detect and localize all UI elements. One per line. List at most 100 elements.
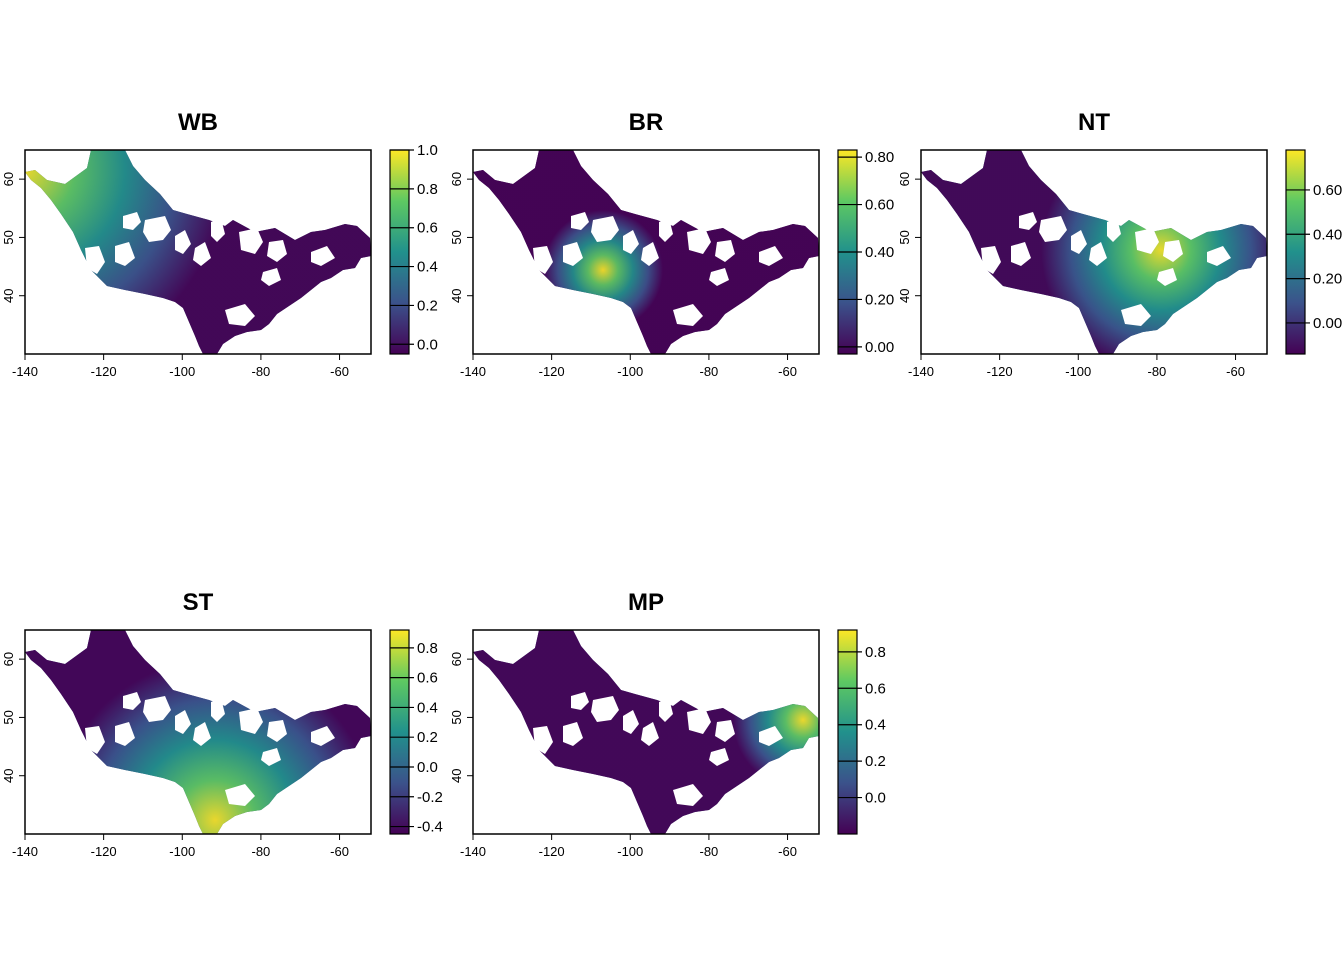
panel-frame bbox=[920, 149, 1268, 355]
legend-tick-label: 0.0 bbox=[865, 790, 886, 807]
x-tick-label: -100 bbox=[169, 364, 195, 379]
legend-tick-label: 0.00 bbox=[1313, 315, 1342, 332]
y-tick-label: 60 bbox=[1, 172, 16, 186]
x-tick-label: -60 bbox=[778, 844, 797, 859]
lake-hole bbox=[95, 776, 109, 792]
lake-hole bbox=[571, 692, 589, 710]
lake-hole bbox=[175, 230, 191, 254]
legend-tick-label: 1.0 bbox=[417, 142, 438, 159]
x-tick-label: -120 bbox=[91, 364, 117, 379]
legend-tick-label: 0.40 bbox=[865, 244, 894, 261]
lake-hole bbox=[175, 710, 191, 734]
y-tick-label: 60 bbox=[1, 652, 16, 666]
panel-frame bbox=[472, 629, 820, 835]
legend-tick-label: -0.4 bbox=[417, 819, 443, 836]
legend-tick-label: 0.2 bbox=[865, 753, 886, 770]
x-tick-label: -80 bbox=[1148, 364, 1167, 379]
legend-tick-label: 0.60 bbox=[865, 197, 894, 214]
lake-hole bbox=[981, 246, 1001, 274]
x-tick-label: -140 bbox=[460, 364, 486, 379]
lake-hole bbox=[211, 218, 225, 242]
legend-tick-label: 0.2 bbox=[417, 297, 438, 314]
lake-hole bbox=[267, 240, 287, 262]
lake-hole bbox=[571, 212, 589, 230]
lake-hole bbox=[687, 228, 711, 254]
lake-hole bbox=[709, 268, 729, 286]
lake-hole bbox=[563, 242, 583, 266]
panel-title: ST bbox=[183, 589, 214, 616]
lake-hole bbox=[1163, 240, 1183, 262]
lake-hole bbox=[123, 212, 141, 230]
lake-hole bbox=[673, 784, 703, 806]
legend-tick-label: 0.6 bbox=[417, 220, 438, 237]
map-panel-br: BR -140 -120 -100 -80 -60 40 50 60 0.00 0.20 0.40 0… bbox=[449, 109, 894, 379]
panel-frame bbox=[24, 629, 372, 835]
lake-hole bbox=[1157, 268, 1177, 286]
lake-hole bbox=[1011, 242, 1031, 266]
lake-hole bbox=[1089, 242, 1107, 266]
x-tick-label: -140 bbox=[12, 364, 38, 379]
x-tick-label: -100 bbox=[1065, 364, 1091, 379]
lake-hole bbox=[193, 242, 211, 266]
y-tick-label: 50 bbox=[897, 230, 912, 244]
x-tick-label: -120 bbox=[91, 844, 117, 859]
lake-hole bbox=[543, 776, 557, 792]
panel-frame bbox=[472, 149, 820, 355]
lake-hole bbox=[641, 722, 659, 746]
legend-tick-label: 0.80 bbox=[865, 149, 894, 166]
map-panel-wb: WB -140 -120 -100 -80 -60 40 50 60 0.0 0.2 0.4 0.6 0… bbox=[1, 109, 438, 379]
legend-tick-label: 0.8 bbox=[417, 181, 438, 198]
lake-hole bbox=[143, 696, 171, 722]
map-raster bbox=[25, 150, 371, 354]
lake-hole bbox=[115, 722, 135, 746]
x-tick-label: -60 bbox=[778, 364, 797, 379]
panel-frame bbox=[24, 149, 372, 355]
legend-tick-label: 0.4 bbox=[417, 259, 438, 276]
legend-tick-label: 0.40 bbox=[1313, 226, 1342, 243]
lake-hole bbox=[623, 230, 639, 254]
lake-hole bbox=[1039, 216, 1067, 242]
lake-hole bbox=[123, 692, 141, 710]
lake-hole bbox=[543, 296, 557, 312]
lake-hole bbox=[225, 784, 255, 806]
panel-title: BR bbox=[629, 109, 664, 136]
map-raster bbox=[473, 630, 819, 834]
legend-tick-label: 0.0 bbox=[417, 336, 438, 353]
x-tick-label: -60 bbox=[330, 844, 349, 859]
x-tick-label: -120 bbox=[987, 364, 1013, 379]
map-panel-nt: NT -140 -120 -100 -80 -60 40 50 60 0.00 0.20 0.40 0… bbox=[897, 109, 1342, 379]
legend-tick-label: 0.4 bbox=[417, 699, 438, 716]
lake-hole bbox=[591, 216, 619, 242]
legend-tick-label: 0.00 bbox=[865, 339, 894, 356]
y-tick-label: 40 bbox=[1, 768, 16, 782]
lake-hole bbox=[311, 246, 335, 266]
lake-hole bbox=[85, 726, 105, 754]
lake-hole bbox=[1207, 246, 1231, 266]
x-tick-label: -60 bbox=[330, 364, 349, 379]
x-tick-label: -140 bbox=[460, 844, 486, 859]
legend-tick-label: 0.2 bbox=[417, 729, 438, 746]
lake-hole bbox=[239, 708, 263, 734]
x-tick-label: -140 bbox=[908, 364, 934, 379]
map-panel-mp: MP -140 -120 -100 -80 -60 40 50 60 0.0 0.2 0.4 0.6 0… bbox=[449, 589, 886, 859]
y-tick-label: 60 bbox=[449, 652, 464, 666]
lake-hole bbox=[687, 708, 711, 734]
x-tick-label: -120 bbox=[539, 844, 565, 859]
lake-hole bbox=[261, 748, 281, 766]
lake-hole bbox=[1107, 218, 1121, 242]
x-tick-label: -80 bbox=[252, 364, 271, 379]
y-tick-label: 60 bbox=[449, 172, 464, 186]
y-tick-label: 60 bbox=[897, 172, 912, 186]
lake-hole bbox=[673, 304, 703, 326]
lake-hole bbox=[193, 722, 211, 746]
legend-tick-label: 0.6 bbox=[417, 670, 438, 687]
lake-hole bbox=[659, 698, 673, 722]
legend-tick-label: 0.20 bbox=[1313, 271, 1342, 288]
y-tick-label: 40 bbox=[449, 288, 464, 302]
lake-hole bbox=[659, 218, 673, 242]
lake-hole bbox=[115, 242, 135, 266]
y-tick-label: 40 bbox=[449, 768, 464, 782]
y-tick-label: 50 bbox=[449, 230, 464, 244]
map-raster bbox=[25, 630, 371, 834]
legend-tick-label: 0.8 bbox=[417, 640, 438, 657]
